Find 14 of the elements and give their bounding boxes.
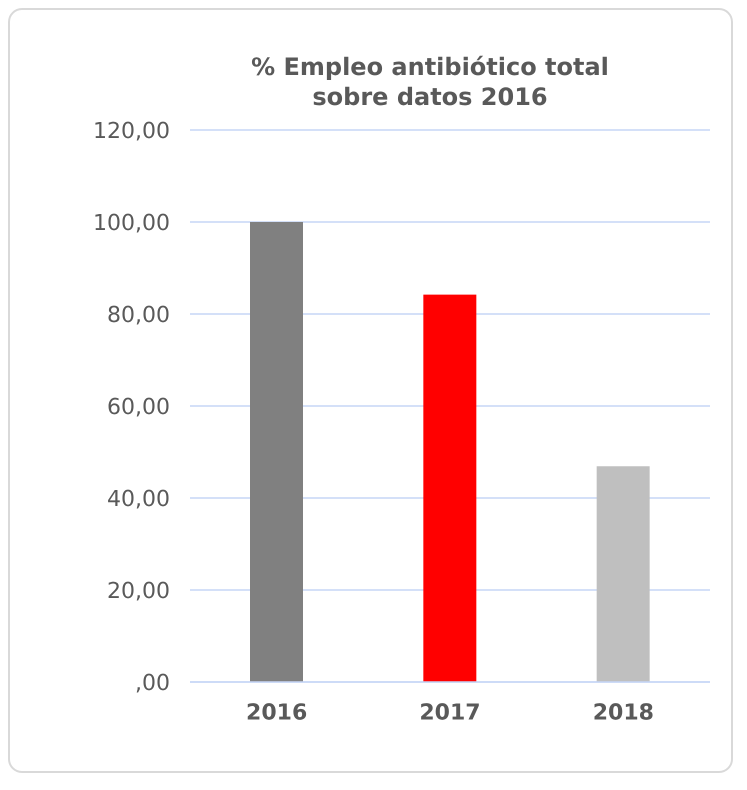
bar [423,294,476,682]
x-tick-label: 2018 [592,700,654,726]
y-tick-label: 40,00 [107,486,170,512]
y-tick-label: 20,00 [107,578,170,604]
x-tick-label: 2017 [419,700,481,726]
bar [250,222,303,682]
x-tick-label: 2016 [246,700,308,726]
y-tick-label: 60,00 [107,394,170,420]
y-tick-label: ,00 [135,670,170,696]
y-tick-label: 80,00 [107,302,170,328]
chart-title: % Empleo antibiótico total sobre datos 2016 [250,52,610,112]
bar [596,466,650,682]
y-tick-label: 100,00 [93,210,170,236]
y-tick-label: 120,00 [93,118,170,144]
